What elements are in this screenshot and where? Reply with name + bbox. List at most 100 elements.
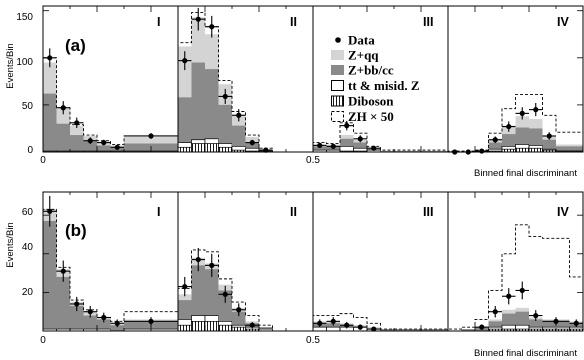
panel-a-stack [42, 12, 584, 153]
panel-a-y-axis-title: Events/Bin [5, 43, 16, 88]
panel-b-y-tick-60: 60 [22, 207, 34, 218]
panel-a-y-tick-0: 0 [27, 145, 33, 156]
panel-a-data-point-24 [492, 137, 498, 143]
panel-b-data-point-28 [553, 318, 559, 324]
panel-b-data-point-2 [74, 301, 80, 307]
panel-b-region-label-iii: III [423, 205, 433, 219]
panel-b-zbb-bar-0 [43, 220, 57, 331]
panel-a-zbb-bar-18 [353, 142, 367, 152]
panel-a-region-label-iii: III [423, 15, 433, 29]
legend-label-zqq: Z+qq [348, 48, 379, 63]
panel-b-data-point-18 [357, 324, 363, 330]
panel-a-zbb-bar-9 [205, 69, 219, 152]
panel-b-zbb-bar-22 [461, 329, 475, 331]
panel-b-y-axis-title: Events/Bin [5, 222, 16, 267]
panel-a-zbb-bar-11 [232, 125, 246, 152]
panel-b-data-point-8 [195, 256, 201, 263]
panel-b-data-point-9 [209, 262, 215, 268]
panel-b-data-point-29 [573, 320, 579, 326]
panel-a-zbb-bar-2 [70, 135, 84, 152]
panel-a-region-label-i: I [157, 15, 160, 29]
legend-entry-data: Data [335, 33, 375, 48]
legend-swatch-zbb [331, 65, 344, 75]
panel-b-zbb-bar-20 [380, 329, 448, 331]
legend-swatch-diboson [331, 95, 344, 107]
panel-a-y-tick-50: 50 [22, 101, 34, 112]
panel-b-data-point-24 [492, 309, 498, 315]
panel-a-data-point-0 [47, 55, 53, 61]
legend-entry-diboson: Diboson [331, 94, 394, 109]
panel-b-data-point-17 [344, 322, 350, 328]
panel-b-ticks [42, 192, 584, 331]
panel-b-data-point-1 [60, 268, 66, 274]
panel-b-data-point-3 [87, 309, 93, 315]
panel-b-data-point-5 [114, 320, 120, 326]
panel-b-zbb-bar-5 [110, 325, 124, 331]
panel-a-zbb-bar-8 [191, 62, 205, 152]
panel-b-data-point-19 [371, 326, 377, 332]
legend-swatch-zqq [331, 50, 344, 60]
panel-b-data-point-12 [249, 322, 255, 328]
panel-a-x-tick-0-5: 0.5 [306, 155, 320, 166]
panel-a-data-point-1 [60, 105, 66, 111]
panel-b-zbb-bar-1 [56, 276, 70, 331]
panel-a-data-point-18 [357, 136, 363, 142]
legend-swatch-ttbar [331, 80, 344, 91]
panel-b-y-tick-40: 40 [22, 242, 34, 253]
panel-a-y-tick-150: 150 [16, 12, 33, 23]
panel-b-zbb-bar-4 [97, 319, 111, 331]
panel-b-zbb-bar-24 [488, 321, 502, 331]
panel-b-diboson-bar-10 [218, 324, 233, 332]
panel-b-diboson-bar-11 [231, 326, 246, 332]
panel-a-zbb-bar-4 [97, 145, 111, 152]
panel-a-zbb-bar-3 [83, 140, 97, 152]
panel-b-x-tick-0: 0 [40, 335, 46, 346]
panel-b-zbb-bar-27 [529, 319, 543, 331]
panel-a-diboson-bar-8 [191, 143, 206, 153]
panel-a-y-tick-100: 100 [16, 57, 33, 68]
legend-label-zh: ZH × 50 [348, 109, 394, 124]
panel-b-x-tick-0-5: 0.5 [306, 335, 320, 346]
panel-b-data-point-27 [533, 312, 539, 319]
panel-a-zbb-bar-29 [556, 146, 583, 152]
panel-a-zbb-bar-12 [245, 142, 259, 152]
panel-b-region-label-ii: II [290, 205, 297, 219]
panel-b-diboson-bar-7 [177, 324, 192, 332]
panel-a-x-tick-0: 0 [40, 155, 46, 166]
panel-a-data-point-5 [114, 144, 120, 150]
legend-label-data: Data [348, 33, 375, 48]
panel-a-data-point-7 [182, 58, 188, 64]
panel-b: (b) I II III IV Events/Bin 20 40 60 0 0.… [5, 191, 584, 359]
panel-a-zbb-bar-7 [178, 97, 192, 152]
panel-a-data-point-4 [101, 139, 107, 146]
panel-a-zbb-bar-1 [56, 123, 70, 152]
legend-label-diboson: Diboson [348, 94, 394, 109]
legend-entry-ttbar: tt & misid. Z [331, 78, 420, 93]
panel-b-zbb-bar-8 [191, 265, 205, 331]
panel-b-data-point-16 [330, 318, 336, 324]
panel-a-data-point-26 [519, 110, 525, 116]
panel-a-diboson-bar-10 [218, 146, 233, 153]
panel-a-data-points [43, 7, 556, 155]
panel-b-data-point-23 [479, 324, 485, 330]
panel-b-data-point-26 [519, 287, 525, 294]
panel-b-data-point-10 [222, 291, 228, 297]
panel-a-zbb-bar-15 [313, 146, 327, 152]
panel-a: (a) I II III IV Events/Bin 0 50 100 150 … [5, 5, 584, 179]
panel-a-zbb-bar-10 [218, 104, 232, 152]
panel-b-label: (b) [65, 221, 87, 240]
panel-a-data-point-10 [222, 93, 228, 100]
panel-b-data-point-0 [47, 208, 53, 214]
panel-b-region-label-iv: IV [557, 205, 569, 219]
panel-a-ticks [42, 6, 584, 153]
panel-a-zbb-bar-16 [326, 146, 340, 152]
panel-b-data-point-6 [148, 318, 154, 324]
panel-a-data-point-9 [209, 24, 215, 30]
panel-b-x-axis-title: Binned final discriminant [474, 348, 577, 359]
panel-a-data-point-28 [546, 133, 552, 139]
panel-a-label: (a) [65, 36, 86, 55]
panel-b-zbb-bar-28 [542, 321, 570, 331]
panel-b-region-label-i: I [157, 205, 160, 219]
panel-b-data-point-11 [236, 307, 242, 313]
panel-a-data-point-13 [263, 147, 269, 153]
